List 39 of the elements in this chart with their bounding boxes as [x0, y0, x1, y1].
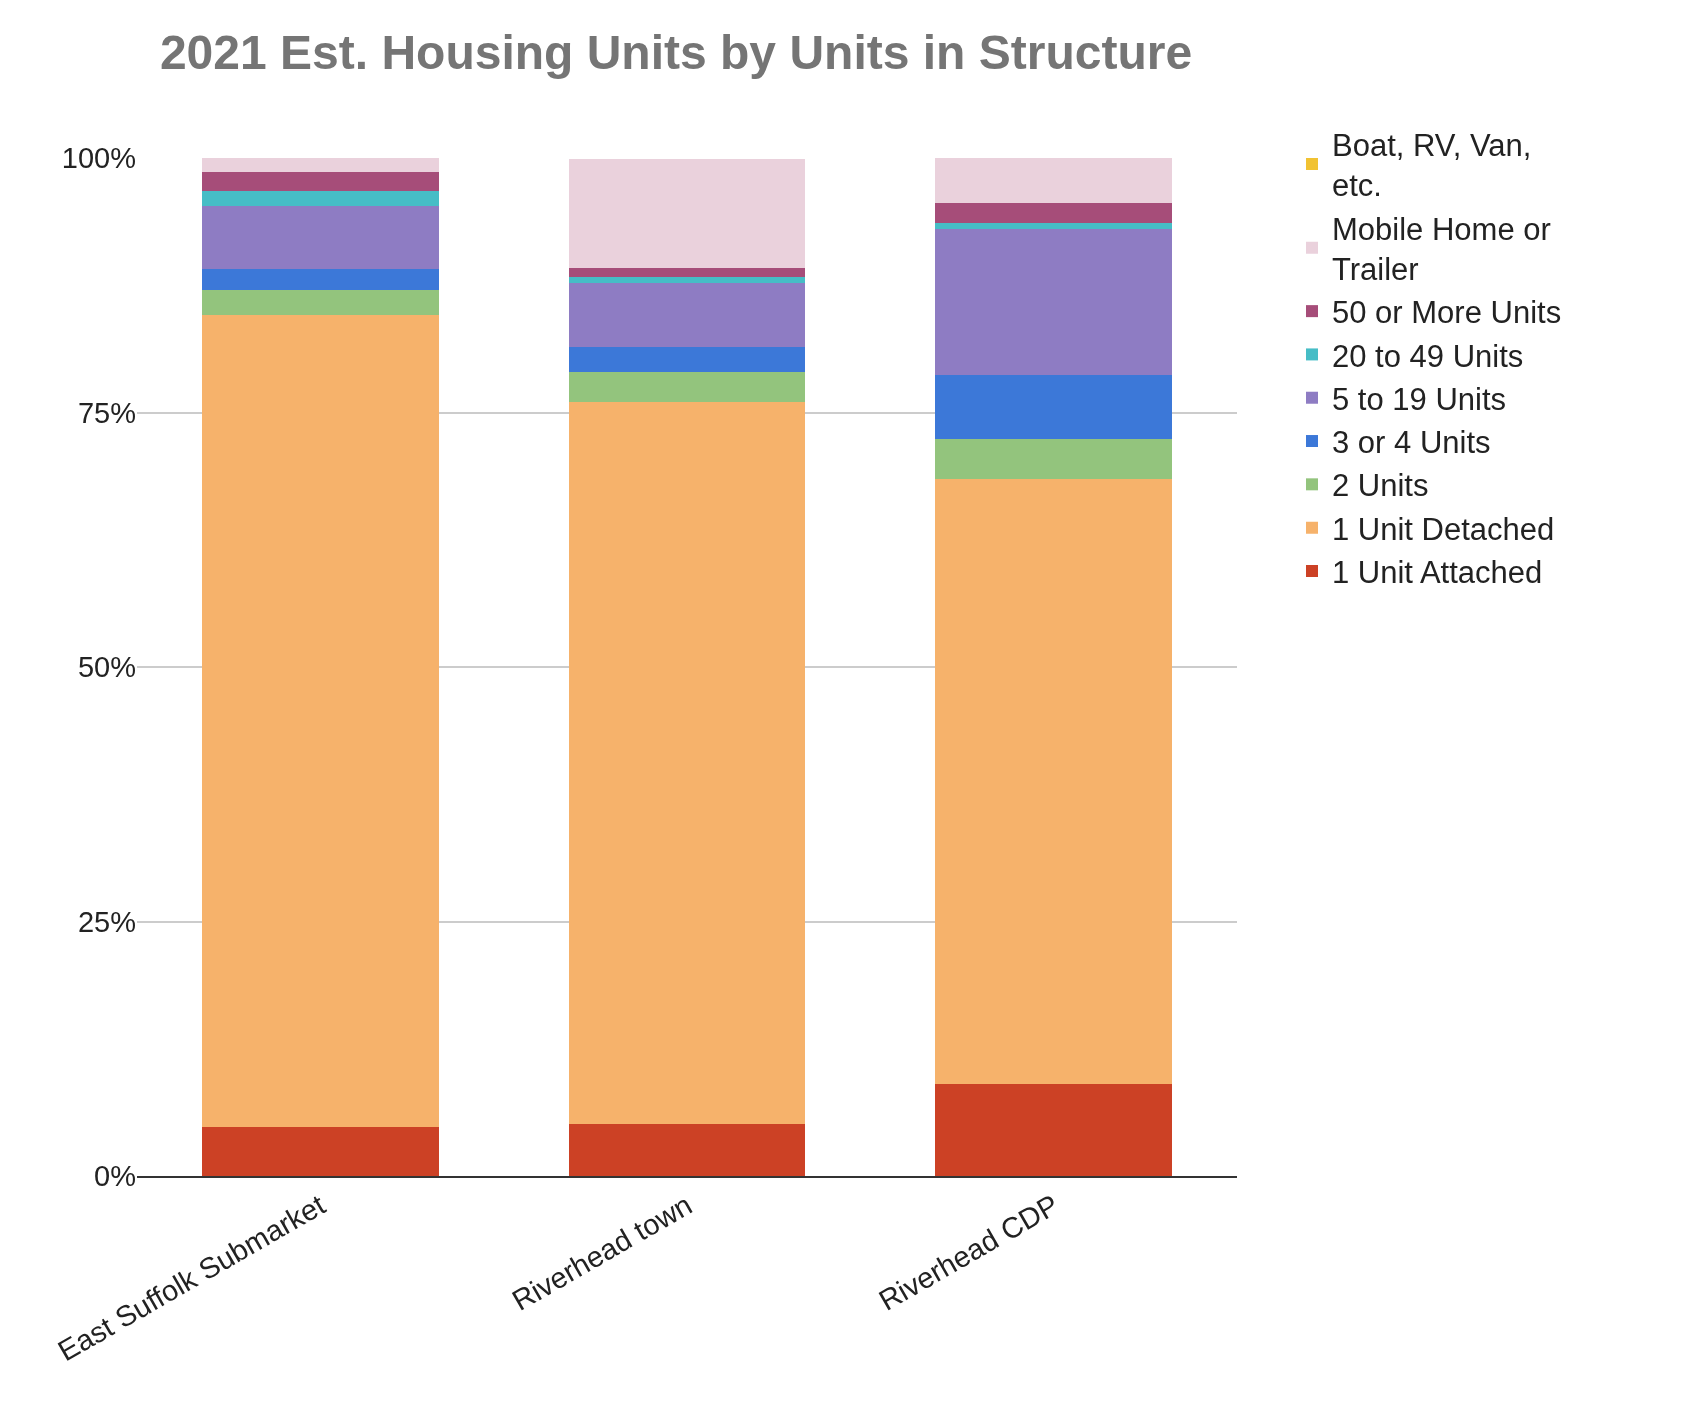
bar: [935, 374, 1172, 439]
bar: [202, 172, 439, 191]
bar: [202, 205, 439, 269]
bar: [935, 1084, 1172, 1176]
y-tick-label: 0%: [94, 1160, 136, 1193]
legend-label: 50 or More Units: [1332, 295, 1562, 331]
bar: [568, 371, 806, 403]
chart-title: 2021 Est. Housing Units by Units in Structure: [159, 25, 1193, 79]
bar: [202, 290, 439, 315]
bar: [935, 158, 1172, 203]
bar: [568, 1124, 806, 1176]
bar: [935, 202, 1172, 224]
bar: [568, 283, 806, 348]
legend-label: Mobile Home or Trailer: [1332, 211, 1551, 287]
bar: [202, 158, 439, 173]
bar: [568, 347, 806, 372]
legend-label: 1 Unit Detached: [1332, 511, 1555, 547]
bar: [202, 314, 439, 1128]
bar: [202, 190, 439, 206]
bar: [935, 223, 1172, 230]
y-tick-label: 50%: [77, 651, 136, 684]
y-tick-label: 100%: [61, 142, 136, 175]
y-tick-label: 75%: [77, 396, 136, 429]
bar: [568, 267, 806, 278]
legend-label: 20 to 49 Units: [1332, 338, 1524, 374]
legend-label: 3 or 4 Units: [1332, 425, 1491, 461]
bar: [202, 268, 439, 291]
bar: [935, 438, 1172, 479]
bar: [568, 159, 806, 268]
bar: [568, 277, 806, 284]
bar: [202, 1127, 439, 1176]
bar: [935, 229, 1172, 375]
bar: [568, 402, 806, 1125]
legend-label: Boat, RV, Van, etc.: [1332, 128, 1532, 204]
legend-label: 5 to 19 Units: [1332, 381, 1507, 417]
y-tick-label: 25%: [77, 905, 136, 938]
bar: [935, 478, 1172, 1085]
legend-label: 1 Unit Attached: [1332, 555, 1543, 591]
legend-label: 2 Units: [1332, 468, 1429, 504]
